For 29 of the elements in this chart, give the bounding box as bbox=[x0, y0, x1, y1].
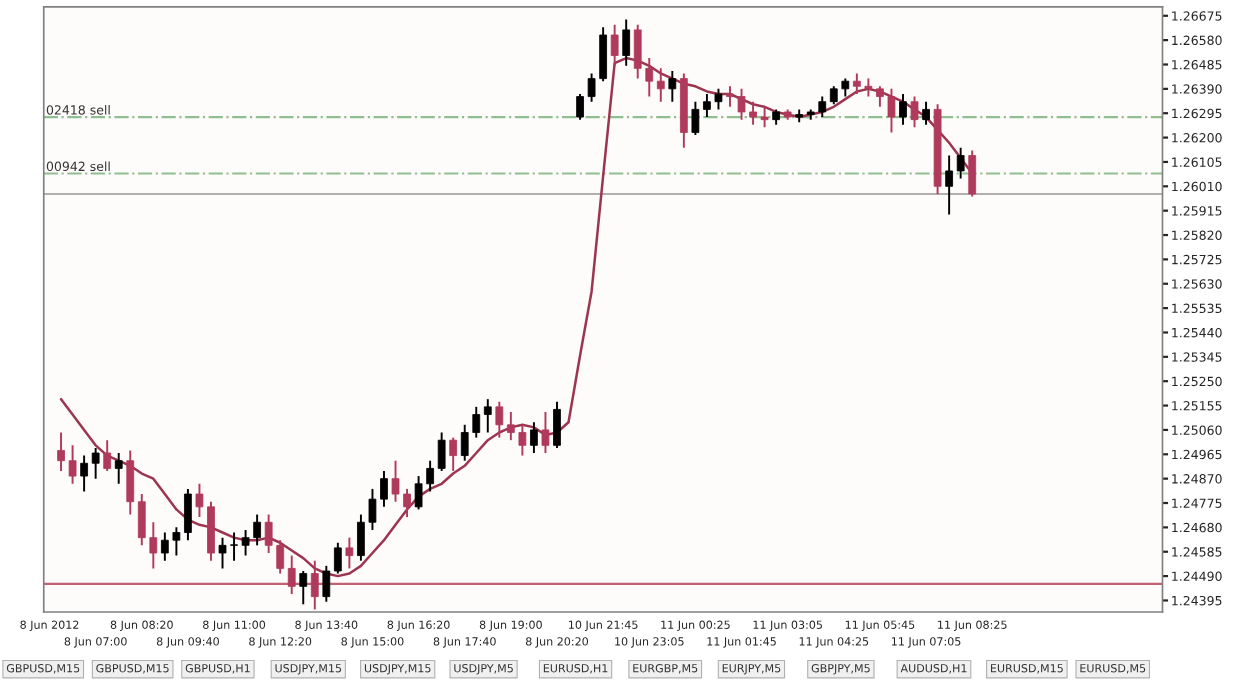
candlestick bbox=[956, 146, 965, 180]
candlestick bbox=[656, 67, 665, 103]
candlestick bbox=[345, 536, 354, 570]
candlestick bbox=[668, 69, 677, 103]
candlestick bbox=[103, 439, 112, 472]
candlestick bbox=[622, 18, 631, 67]
candlestick bbox=[968, 149, 977, 198]
candlestick bbox=[333, 541, 342, 575]
candlestick bbox=[495, 400, 504, 439]
candlestick bbox=[449, 436, 458, 472]
candlestick bbox=[126, 449, 135, 516]
candlestick bbox=[80, 454, 88, 493]
candlestick bbox=[553, 400, 561, 449]
candlestick bbox=[541, 411, 550, 454]
candlestick bbox=[899, 93, 907, 126]
candlestick bbox=[483, 398, 492, 434]
candlestick bbox=[945, 154, 954, 216]
candlestick bbox=[322, 564, 331, 603]
candlestick bbox=[184, 487, 192, 542]
candlestick bbox=[114, 452, 123, 485]
candlestick bbox=[91, 446, 100, 480]
candlestick bbox=[287, 554, 296, 596]
candlestick bbox=[610, 23, 619, 67]
candlestick bbox=[910, 95, 919, 129]
candlestick bbox=[530, 421, 538, 454]
candlestick bbox=[437, 431, 446, 472]
candlestick bbox=[922, 100, 930, 126]
candlestick bbox=[310, 559, 319, 611]
candlestick bbox=[299, 570, 308, 606]
